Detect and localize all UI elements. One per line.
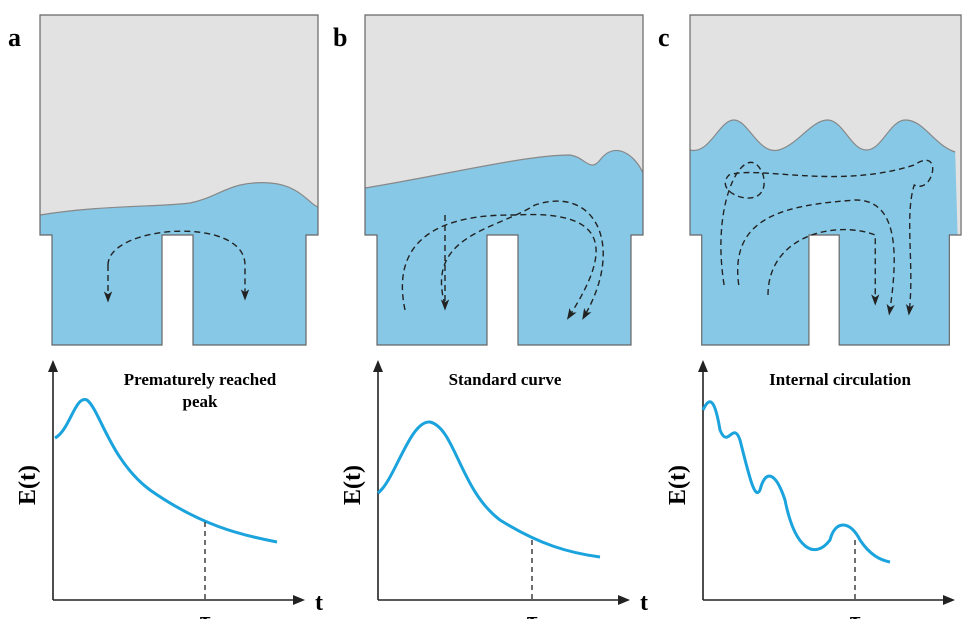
caption: Standard curve xyxy=(449,370,562,389)
panel: a τ t E(t) Prematurely reached peak xyxy=(8,14,323,619)
vessel-water xyxy=(690,120,962,345)
panel: cτtE(t)Internal circulation xyxy=(658,14,962,619)
tau-label: τ xyxy=(849,608,860,619)
flow-arrow xyxy=(737,199,895,316)
vessel xyxy=(39,14,319,346)
water-surface xyxy=(689,119,956,153)
water-surface xyxy=(364,149,644,189)
rtd-curve xyxy=(376,420,601,559)
x-label: t xyxy=(315,590,323,616)
panel: b τ t E(t) Standard curve xyxy=(333,14,648,619)
vessel xyxy=(364,14,644,346)
caption: Internal circulation xyxy=(769,370,911,389)
y-label: E(t) xyxy=(340,465,366,505)
flow-arrow xyxy=(401,213,597,320)
vessel-outline xyxy=(364,14,644,346)
vessel-outline xyxy=(39,14,319,346)
y-label: E(t) xyxy=(15,465,41,505)
rtd-curve xyxy=(54,398,278,544)
flow-arrow xyxy=(720,159,934,316)
vessel xyxy=(689,14,962,346)
y-label: E(t) xyxy=(665,465,691,505)
caption: Prematurely reached xyxy=(124,370,277,389)
tau-label: τ xyxy=(526,608,537,619)
panel-label: c xyxy=(658,23,670,52)
tau-label: τ xyxy=(199,608,210,619)
caption: peak xyxy=(183,392,219,411)
x-label: t xyxy=(640,590,648,616)
panel-label: b xyxy=(333,23,347,52)
rtd-curve xyxy=(701,400,891,564)
panels: a τ t E(t) Prematurely reached peak b τ t E(t) Sta… xyxy=(8,14,962,619)
flow-arrow xyxy=(767,228,880,306)
vessel-outline xyxy=(689,14,962,346)
flow-arrow xyxy=(440,200,604,320)
panel-label: a xyxy=(8,23,21,52)
water-surface xyxy=(39,182,319,216)
